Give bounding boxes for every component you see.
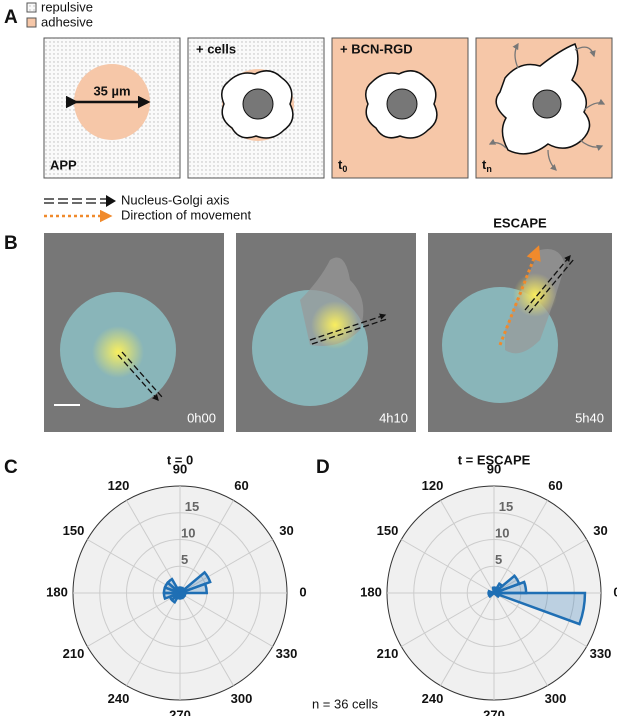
box-title: + cells xyxy=(196,41,236,56)
grid-spoke xyxy=(440,500,495,594)
arrow-legend: Nucleus-Golgi axis Direction of movement xyxy=(44,192,251,222)
theta-tick-label: 60 xyxy=(548,478,562,493)
panel-label: D xyxy=(316,457,330,478)
theta-tick-label: 330 xyxy=(276,646,298,661)
theta-tick-label: 120 xyxy=(108,478,130,493)
r-tick-label: 10 xyxy=(495,526,509,541)
escape-label: ESCAPE xyxy=(493,215,547,230)
panel-label: C xyxy=(4,457,18,478)
grid-spoke xyxy=(179,592,234,686)
scale-label: 35 µm xyxy=(93,83,130,98)
r-tick-label: 10 xyxy=(181,526,195,541)
theta-tick-label: 180 xyxy=(360,584,382,599)
box-label: tn xyxy=(482,157,492,174)
legend-text: Direction of movement xyxy=(121,207,251,222)
theta-tick-label: 210 xyxy=(377,646,399,661)
box-title: + BCN-RGD xyxy=(340,41,413,56)
theta-tick-label: 30 xyxy=(593,523,607,538)
label-sub: n xyxy=(486,164,492,174)
theta-tick-label: 90 xyxy=(487,461,501,476)
grid-spoke xyxy=(126,592,181,686)
theta-tick-label: 90 xyxy=(173,461,187,476)
theta-tick-label: 150 xyxy=(63,523,85,538)
legend-text: Nucleus-Golgi axis xyxy=(121,192,230,207)
box: + cells xyxy=(187,37,325,179)
theta-tick-label: 180 xyxy=(46,584,68,599)
time-label: 0h00 xyxy=(187,410,216,425)
legend-swatch xyxy=(26,2,37,13)
panel-label: B xyxy=(4,233,18,254)
theta-tick-label: 0 xyxy=(299,584,306,599)
theta-tick-label: 240 xyxy=(108,691,130,706)
grid-spoke xyxy=(87,592,181,647)
r-tick-label: 5 xyxy=(495,552,502,567)
grid-spoke xyxy=(179,500,234,594)
theta-tick-label: 240 xyxy=(422,691,444,706)
chart-title: t = ESCAPE xyxy=(458,452,531,467)
theta-tick-label: 300 xyxy=(231,691,253,706)
petal xyxy=(179,570,212,595)
legend-text: repulsive xyxy=(41,0,93,14)
theta-tick-label: 270 xyxy=(169,707,191,716)
r-tick-label: 5 xyxy=(181,552,188,567)
box-label: t0 xyxy=(338,157,347,174)
theta-tick-label: 300 xyxy=(545,691,567,706)
note: n = 36 cells xyxy=(312,696,379,711)
petal xyxy=(491,586,497,594)
label-base: t xyxy=(338,157,343,172)
theta-tick-label: 210 xyxy=(63,646,85,661)
theta-tick-label: 330 xyxy=(590,646,612,661)
micrograph: 5h40 xyxy=(428,233,612,432)
theta-tick-label: 60 xyxy=(234,478,248,493)
box-label: APP xyxy=(50,157,77,172)
grid-spoke xyxy=(179,592,273,647)
grid-spoke xyxy=(401,539,495,594)
grid-spoke xyxy=(493,500,548,594)
legend-text: adhesive xyxy=(41,14,93,29)
theta-tick-label: 120 xyxy=(422,478,444,493)
theta-tick-label: 30 xyxy=(279,523,293,538)
legend-swatch xyxy=(26,17,37,28)
grid-spoke xyxy=(179,539,273,594)
micrograph: 4h10 xyxy=(236,233,416,432)
grid-spoke xyxy=(440,592,495,686)
label-base: t xyxy=(482,157,487,172)
time-label: 5h40 xyxy=(575,410,604,425)
theta-tick-label: 270 xyxy=(483,707,505,716)
r-tick-label: 15 xyxy=(185,499,199,514)
theta-tick-label: 150 xyxy=(377,523,399,538)
micrograph: 0h00 xyxy=(44,233,224,432)
time-label: 4h10 xyxy=(379,410,408,425)
grid-spoke xyxy=(493,539,587,594)
petal xyxy=(493,591,587,626)
grid-spoke xyxy=(401,592,495,647)
theta-tick-label: 0 xyxy=(613,584,617,599)
petal xyxy=(487,591,495,599)
box: tn xyxy=(475,37,613,179)
box: 35 µm APP xyxy=(43,37,181,179)
panel-label: A xyxy=(4,7,18,28)
chart-title: t = 0 xyxy=(167,452,193,467)
grid-spoke xyxy=(493,592,587,647)
r-tick-label: 15 xyxy=(499,499,513,514)
box: + BCN-RGD t0 xyxy=(331,37,469,179)
grid-spoke xyxy=(493,592,548,686)
petal xyxy=(179,591,187,597)
grid-spoke xyxy=(87,539,181,594)
grid-spoke xyxy=(126,500,181,594)
label-sub: 0 xyxy=(342,164,347,174)
